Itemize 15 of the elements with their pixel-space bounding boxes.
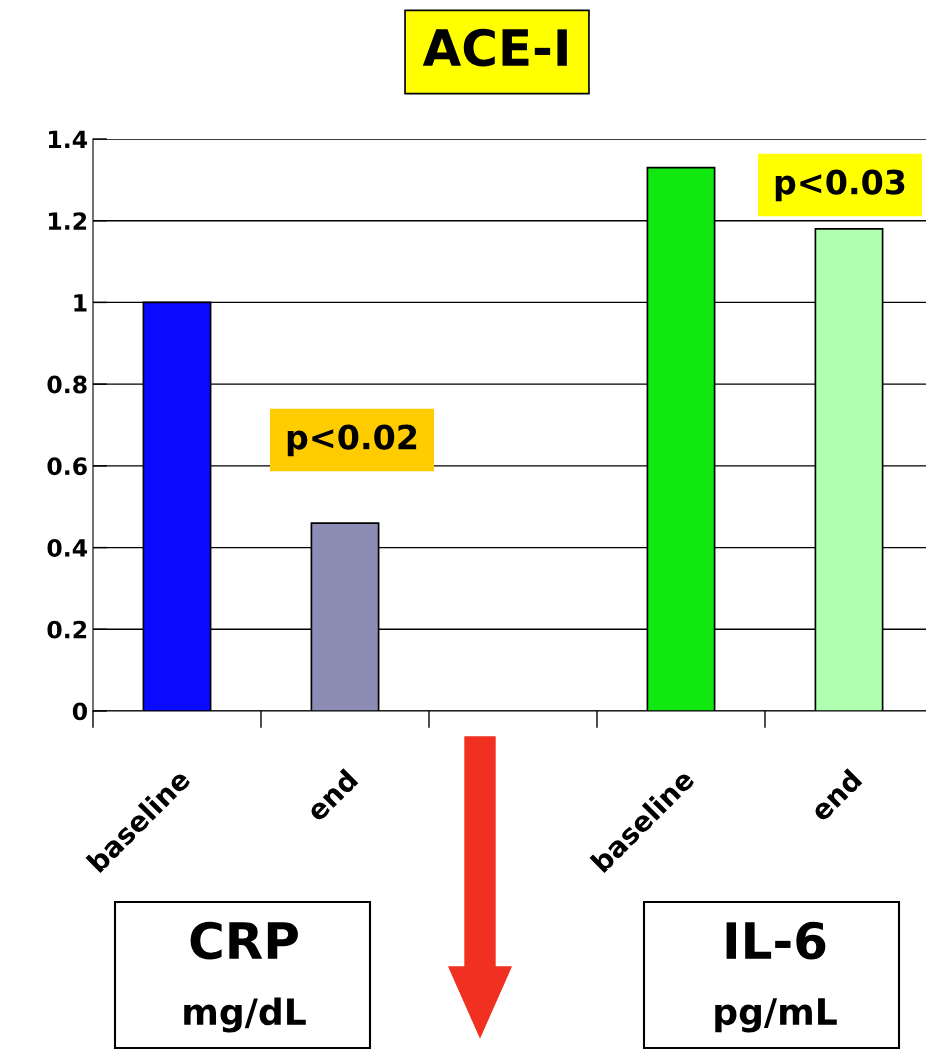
y-tick-label: 0 [72, 702, 88, 721]
annotation: p<0.03 [775, 169, 905, 202]
annotation: p<0.02 [287, 424, 417, 457]
y-tick-label: 0.6 [47, 457, 87, 476]
y-tick-label: 0.8 [47, 375, 87, 394]
y-tick-label: 1.4 [48, 130, 88, 148]
text: pg/mL [715, 998, 837, 1033]
text: CRP [190, 921, 298, 960]
y-tick-label: 0.2 [47, 620, 87, 639]
y-tick-label: 1.2 [48, 212, 87, 230]
text: mg/dL [184, 997, 306, 1033]
y-tick-label: 0.4 [47, 539, 88, 557]
y-tick-label: 1 [74, 294, 87, 312]
text: IL-6 [726, 921, 826, 960]
chart-title: ACE-I [422, 28, 567, 67]
